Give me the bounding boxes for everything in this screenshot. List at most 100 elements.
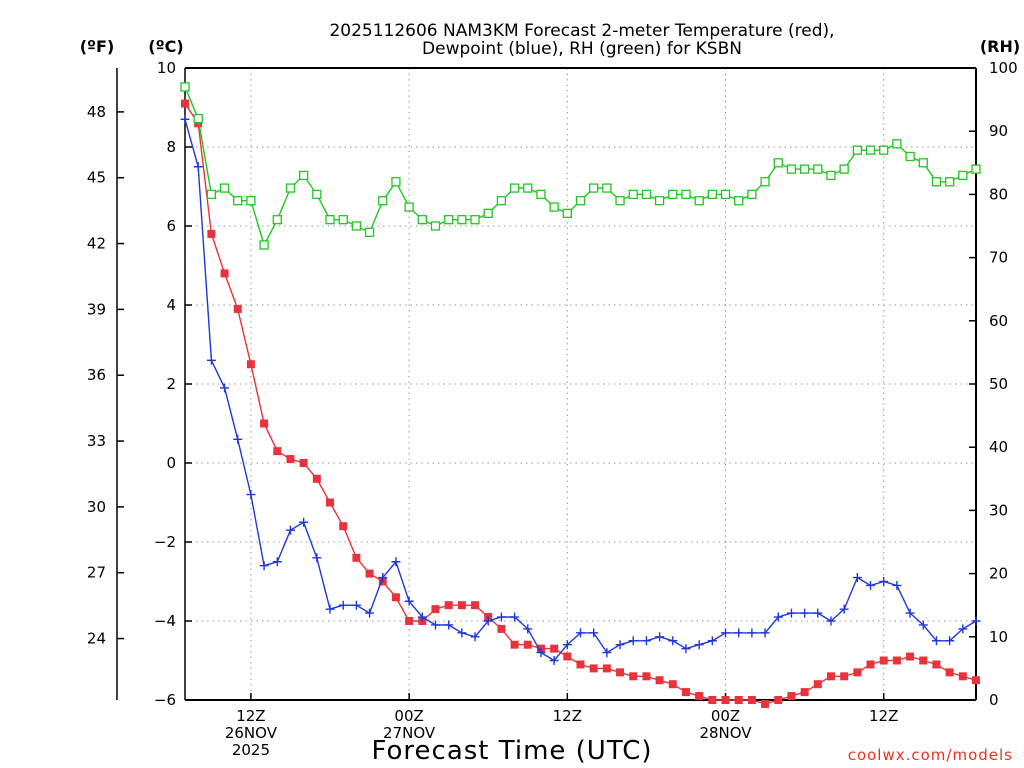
x-tick-label: 12Z [869, 707, 898, 725]
rh-point [312, 189, 322, 200]
temperature-point [972, 676, 980, 685]
rh-point [839, 164, 849, 174]
rh-tick-label: 100 [989, 59, 1018, 77]
dewpoint-point [404, 596, 414, 606]
rh-point [496, 196, 507, 206]
fahrenheit-unit-label: (ºF) [80, 37, 115, 56]
rh-tick-label: 30 [989, 501, 1008, 519]
temperature-point [273, 447, 282, 456]
temperature-point [840, 672, 849, 681]
fahrenheit-tick-label: 24 [87, 630, 106, 648]
rh-point [575, 196, 586, 206]
celsius-tick-label: 0 [166, 454, 176, 472]
rh-point [641, 189, 652, 200]
rh-point [734, 196, 744, 206]
temperature-point [563, 652, 572, 661]
celsius-tick-label: −6 [154, 691, 176, 709]
x-tick-label: 27NOV [383, 724, 436, 742]
rh-tick-label: 0 [989, 691, 999, 709]
rh-point [325, 215, 335, 225]
rh-tick-label: 60 [989, 312, 1008, 330]
temperature-point [721, 696, 730, 704]
rh-tick-label: 20 [989, 565, 1008, 583]
fahrenheit-tick-label: 42 [87, 235, 106, 253]
dewpoint-point [430, 620, 440, 630]
axis-ticks [117, 67, 976, 701]
temperature-point [497, 624, 506, 633]
x-tick-label: 12Z [553, 707, 582, 725]
rh-point [509, 183, 520, 193]
dewpoint-point [246, 490, 256, 500]
rh-point [971, 164, 981, 174]
dewpoint-point [378, 573, 388, 583]
celsius-tick-label: 4 [166, 296, 176, 314]
temperature-point [932, 660, 941, 669]
temperature-point [326, 498, 335, 507]
temperature-point [444, 601, 453, 610]
rh-point [879, 145, 889, 155]
temperature-point [708, 696, 717, 704]
celsius-tick-label: −4 [154, 612, 176, 630]
dewpoint-point [272, 557, 282, 567]
dewpoint-point [905, 608, 915, 618]
temperature-point [181, 99, 189, 108]
temperature-point [471, 601, 480, 610]
rh-point [470, 215, 480, 225]
temperature-point [866, 660, 875, 669]
x-tick-label: 12Z [236, 707, 265, 725]
temperature-line [184, 103, 977, 705]
dewpoint-point [259, 561, 269, 571]
temperature-point [576, 660, 585, 669]
temperature-point [207, 229, 216, 238]
dewpoint-point [641, 636, 651, 646]
temperature-point [695, 692, 704, 701]
temperature-point [431, 605, 440, 614]
fahrenheit-tick-label: 33 [87, 432, 106, 450]
chart-title-line-1: 2025112606 NAM3KM Forecast 2-meter Tempe… [329, 21, 834, 41]
temperature-point [194, 119, 203, 128]
dewpoint-point [483, 616, 493, 626]
temperature-point [747, 696, 756, 704]
dewpoint-point [510, 612, 520, 622]
temperature-point [299, 459, 308, 467]
rh-point [562, 208, 572, 219]
dewpoint-point [655, 632, 665, 642]
rh-line [184, 86, 977, 247]
x-axis-title: Forecast Time (UTC) [371, 736, 652, 766]
temperature-point [655, 676, 664, 685]
rh-point [681, 189, 691, 200]
rh-point [430, 221, 441, 231]
temperature-point [734, 696, 743, 704]
rh-series [180, 82, 981, 250]
dewpoint-point [668, 636, 678, 646]
dewpoint-point [299, 517, 309, 527]
rh-point [285, 183, 296, 193]
temperature-point [220, 269, 229, 278]
temperature-point [405, 617, 414, 625]
dewpoint-point [721, 628, 731, 638]
dewpoint-point [760, 628, 770, 638]
temperature-point [312, 474, 321, 483]
rh-point [773, 158, 783, 168]
rh-point [799, 164, 810, 174]
temperature-point [919, 656, 928, 665]
temperature-point [787, 692, 796, 701]
grid-lines [185, 68, 976, 700]
dewpoint-point [285, 525, 295, 535]
rh-point [589, 183, 599, 193]
temperature-point [352, 553, 361, 562]
temperature-point [602, 664, 611, 673]
fahrenheit-tick-label: 27 [87, 564, 106, 582]
fahrenheit-tick-label: 39 [87, 300, 106, 318]
temperature-point [668, 680, 677, 689]
dewpoint-point [628, 636, 638, 646]
rh-point [219, 183, 230, 193]
rh-tick-label: 10 [989, 628, 1008, 646]
dewpoint-point [417, 612, 427, 622]
temperature-point [879, 656, 888, 665]
rh-point [404, 202, 414, 212]
dewpoint-point [800, 608, 810, 618]
dewpoint-point [879, 577, 889, 586]
